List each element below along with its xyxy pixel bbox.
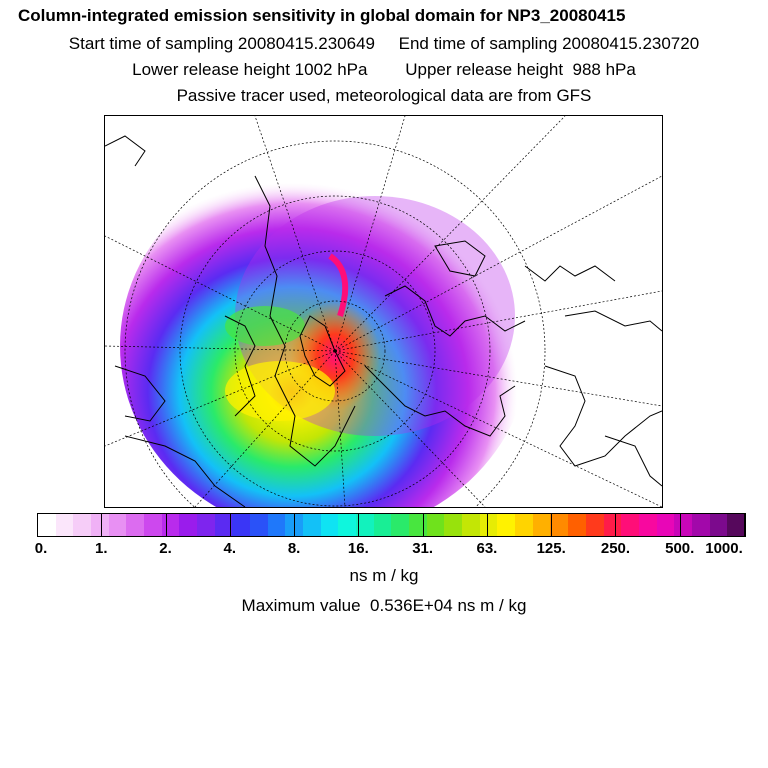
colorbar-tick-label: 16. [347,540,369,557]
colorbar-cell [91,514,109,536]
colorbar-cell [126,514,145,536]
colorbar-cell [356,514,374,536]
colorbar-cell [479,514,498,536]
sampling-time-line: Start time of sampling 20080415.230649 E… [68,34,700,53]
colorbar-cell [532,514,551,536]
colorbar-tick-label: 125. [536,540,566,557]
colorbar-tick [422,513,424,537]
colorbar-cell [373,514,392,536]
colorbar-cell [727,514,745,536]
sensitivity-blob-green [225,306,305,346]
tracer-info-line: Passive tracer used, meteorological data… [176,86,592,105]
plot-title: Column-integrated emission sensitivity i… [18,6,626,25]
colorbar-cell [55,514,74,536]
colorbar-cell [674,514,692,536]
maximum-value-label: Maximum value 0.536E+04 ns m / kg [241,596,527,615]
colorbar-cell [709,514,728,536]
colorbar-tick [165,513,167,537]
colorbar-cell [638,514,657,536]
colorbar-ticks [37,513,746,537]
release-height-line: Lower release height 1002 hPa Upper rele… [132,60,636,79]
colorbar-tick-label: 500. [665,540,695,557]
colorbar-tick [615,513,617,537]
colorbar-cell [179,514,198,536]
colorbar-cell [621,514,639,536]
colorbar-cell [444,514,463,536]
coastlines [105,135,662,507]
colorbar-cell [656,514,675,536]
colorbar-cell [73,514,92,536]
colorbar-tick [37,513,38,537]
colorbar-tick-label: 31. [412,540,434,557]
colorbar-cell [515,514,533,536]
colorbar-cell [267,514,286,536]
colorbar-tick [229,513,231,537]
colorbar-cell [197,514,215,536]
colorbar-cell [303,514,321,536]
longitude-meridians [105,116,662,507]
colorbar-tick-label: 63. [476,540,498,557]
colorbar-tick [551,513,553,537]
colorbar-tick-label: 1000. [705,540,743,557]
map-panel [104,115,663,508]
colorbar-tick-label: 2. [159,540,172,557]
polar-map [105,116,662,507]
colorbar-tick [679,513,681,537]
colorbar-tick [358,513,360,537]
colorbar-cell [691,514,710,536]
colorbar-cell [585,514,604,536]
colorbar-tick-label: 0. [34,540,48,557]
colorbar-tick [744,513,745,537]
colorbar-cell [550,514,569,536]
colorbar-tick-label: 250. [600,540,631,557]
colorbar-cell [603,514,622,536]
sensitivity-filament [328,253,349,317]
colorbar-cell [338,514,357,536]
colorbar-tick [101,513,103,537]
colorbar-cell [108,514,127,536]
sensitivity-blob-yellow [225,361,335,421]
colorbar-cell [497,514,516,536]
colorbar-cell [214,514,233,536]
colorbar-cell [38,514,56,536]
colorbar-cell [250,514,268,536]
colorbar-cell [409,514,427,536]
colorbar-cell [232,514,251,536]
colorbar-cell [568,514,586,536]
colorbar-cell [144,514,162,536]
colorbar-tick [486,513,488,537]
colorbar-tick-label: 4. [223,540,237,557]
colorbar-cell [391,514,410,536]
colorbar-tick [294,513,296,537]
colorbar-units: ns m / kg [349,566,419,585]
colorbar-cell [462,514,480,536]
colorbar-tick-label: 8. [287,540,301,557]
colorbar [37,513,746,537]
colorbar-cell [426,514,445,536]
latitude-circles [124,140,546,507]
colorbar-tick-label: 1. [95,540,108,557]
colorbar-cell [320,514,339,536]
